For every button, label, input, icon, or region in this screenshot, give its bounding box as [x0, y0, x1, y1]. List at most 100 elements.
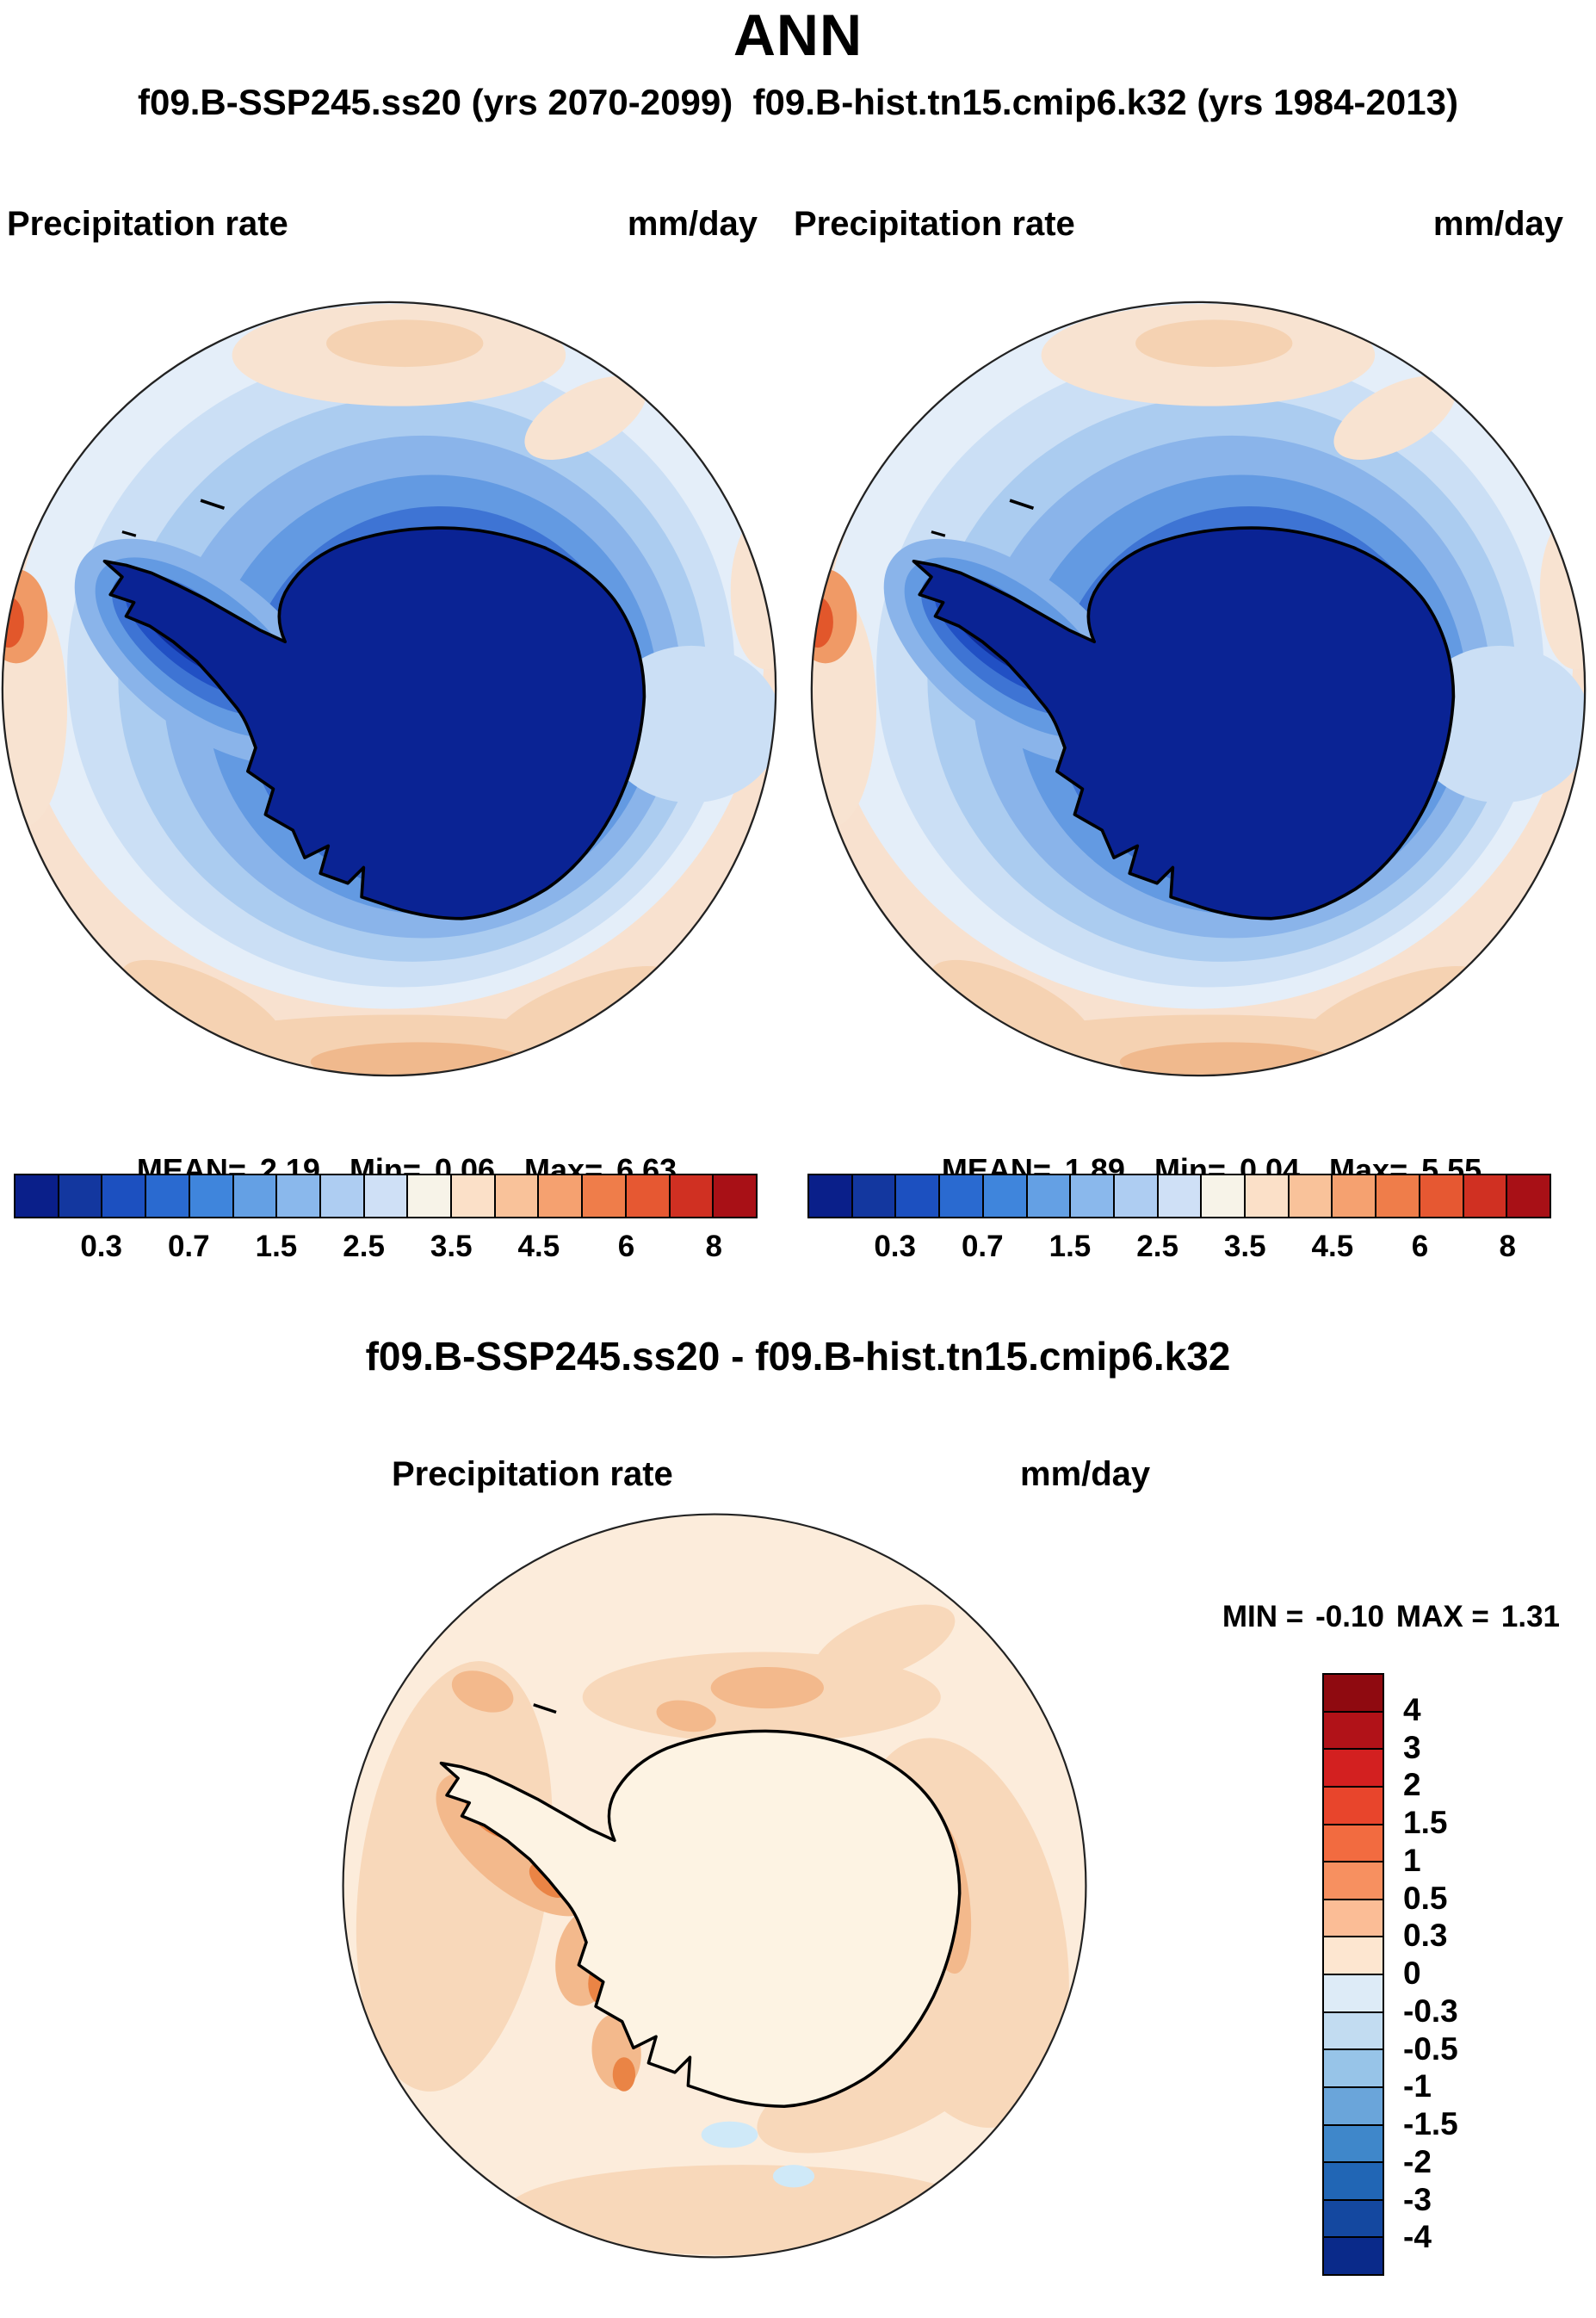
- colorbar-tick: -2: [1403, 2143, 1432, 2179]
- colorbar-cell: [1202, 1175, 1246, 1217]
- colorbar-cell: [1324, 2163, 1383, 2201]
- colorbar-cell: [1324, 1750, 1383, 1788]
- colorbar-cell: [1376, 1175, 1420, 1217]
- colorbar-cell: [1420, 1175, 1464, 1217]
- subtitle: f09.B-SSP245.ss20 (yrs 2070-2099) f09.B-…: [138, 82, 1458, 122]
- diff-min-label: MIN =: [1222, 1600, 1304, 1633]
- colorbar-cell: [1289, 1175, 1333, 1217]
- colorbar-tick: 1.5: [1403, 1805, 1448, 1841]
- units-label-diff: mm/day: [1020, 1455, 1151, 1493]
- colorbar-cell: [1114, 1175, 1159, 1217]
- colorbar-tick: 3: [1403, 1729, 1421, 1765]
- units-label-left: mm/day: [627, 205, 758, 243]
- colorbar-cell: [189, 1175, 234, 1217]
- colorbar-cell: [714, 1175, 756, 1217]
- colorbar-cell: [1324, 2200, 1383, 2239]
- page-title: ANN: [733, 3, 863, 68]
- colorbar-tick: 2.5: [1136, 1230, 1178, 1263]
- diff-min-value: -0.10: [1315, 1600, 1384, 1633]
- colorbar-cell: [809, 1175, 853, 1217]
- colorbar-cell: [1324, 2238, 1383, 2274]
- colorbar-tick: 0.5: [1403, 1880, 1448, 1916]
- map-scenario: [0, 296, 801, 1086]
- colorbar-cell: [983, 1175, 1028, 1217]
- units-label-right: mm/day: [1432, 205, 1563, 243]
- colorbar-cell: [583, 1175, 627, 1217]
- colorbar-tick: 1: [1403, 1842, 1421, 1878]
- colorbar-tick: 0.3: [874, 1230, 916, 1263]
- colorbar-cell: [1324, 1975, 1383, 2013]
- colorbar-cell: [495, 1175, 540, 1217]
- colorbar-cell: [1324, 1825, 1383, 1863]
- colorbar-ticks-right: 0.3 0.7 1.5 2.5 3.5 4.5 6 8: [807, 1230, 1551, 1269]
- colorbar-tick: 1.5: [1049, 1230, 1092, 1263]
- colorbar-tick: 0.7: [961, 1230, 1004, 1263]
- field-label-right: Precipitation rate: [794, 205, 1075, 243]
- diff-minmax: MIN = -0.10 MAX = 1.31: [861, 1565, 1560, 1669]
- colorbar-tick: 3.5: [1223, 1230, 1266, 1263]
- colorbar-cell: [1324, 1712, 1383, 1751]
- colorbar-difference: [1322, 1673, 1384, 2276]
- map-historical: [790, 296, 1596, 1086]
- colorbar-cell: [102, 1175, 147, 1217]
- colorbar-cell: [1071, 1175, 1115, 1217]
- colorbar-cell: [852, 1175, 897, 1217]
- colorbar-tick: 0.3: [80, 1230, 122, 1263]
- diff-max-label: MAX =: [1395, 1600, 1489, 1633]
- colorbar-tick: -0.5: [1403, 2030, 1458, 2067]
- colorbar-tick: 3.5: [430, 1230, 473, 1263]
- colorbar-tick: 8: [705, 1230, 722, 1263]
- colorbar-cell: [1333, 1175, 1377, 1217]
- colorbar-cell: [896, 1175, 941, 1217]
- colorbar-cell: [1507, 1175, 1550, 1217]
- colorbar-left: [14, 1174, 758, 1218]
- colorbar-ticks-left: 0.3 0.7 1.5 2.5 3.5 4.5 6 8: [14, 1230, 758, 1269]
- colorbar-cell: [1324, 1862, 1383, 1900]
- colorbar-tick: 2: [1403, 1767, 1421, 1803]
- colorbar-tick: 1.5: [255, 1230, 298, 1263]
- colorbar-cell: [408, 1175, 453, 1217]
- colorbar-cell: [1324, 1675, 1383, 1713]
- colorbar-tick: 4.5: [517, 1230, 560, 1263]
- colorbar-tick: 6: [1411, 1230, 1429, 1263]
- colorbar-tick: 0.7: [167, 1230, 210, 1263]
- colorbar-cell: [452, 1175, 496, 1217]
- colorbar-tick: 8: [1499, 1230, 1516, 1263]
- colorbar-cell: [670, 1175, 714, 1217]
- colorbar-ticks-difference: 4 3 2 1.5 1 0.5 0.3 0 -0.3 -0.5 -1 -1.5 -2 -3 -4: [1403, 1673, 1575, 2276]
- colorbar-tick: 4.5: [1311, 1230, 1354, 1263]
- colorbar-tick: -1.5: [1403, 2106, 1458, 2142]
- panel-header-left: Precipitation rate mm/day: [7, 205, 758, 244]
- colorbar-cell: [626, 1175, 671, 1217]
- colorbar-tick: 0: [1403, 1955, 1421, 1992]
- colorbar-cell: [277, 1175, 321, 1217]
- colorbar-cell: [146, 1175, 190, 1217]
- colorbar-cell: [1463, 1175, 1508, 1217]
- colorbar-cell: [59, 1175, 103, 1217]
- colorbar-cell: [233, 1175, 278, 1217]
- panel-header-right: Precipitation rate mm/day: [794, 205, 1563, 244]
- colorbar-tick: 0.3: [1403, 1918, 1448, 1954]
- colorbar-cell: [1324, 1900, 1383, 1938]
- colorbar-cell: [15, 1175, 59, 1217]
- colorbar-cell: [1324, 1787, 1383, 1825]
- colorbar-cell: [1246, 1175, 1290, 1217]
- colorbar-cell: [1324, 2012, 1383, 2051]
- colorbar-cell: [1158, 1175, 1203, 1217]
- colorbar-cell: [1324, 2087, 1383, 2126]
- colorbar-tick: -1: [1403, 2068, 1432, 2104]
- colorbar-cell: [320, 1175, 365, 1217]
- colorbar-tick: 4: [1403, 1691, 1421, 1727]
- field-label-diff: Precipitation rate: [392, 1455, 673, 1493]
- diff-max-value: 1.31: [1500, 1600, 1560, 1633]
- field-label-left: Precipitation rate: [7, 205, 288, 243]
- colorbar-cell: [940, 1175, 984, 1217]
- colorbar-tick: 2.5: [343, 1230, 385, 1263]
- difference-title: f09.B-SSP245.ss20 - f09.B-hist.tn15.cmip…: [365, 1334, 1231, 1379]
- colorbar-tick: -0.3: [1403, 1993, 1458, 2029]
- colorbar-tick: -4: [1403, 2219, 1432, 2255]
- colorbar-cell: [1324, 2050, 1383, 2088]
- colorbar-tick: -3: [1403, 2181, 1432, 2217]
- colorbar-cell: [539, 1175, 584, 1217]
